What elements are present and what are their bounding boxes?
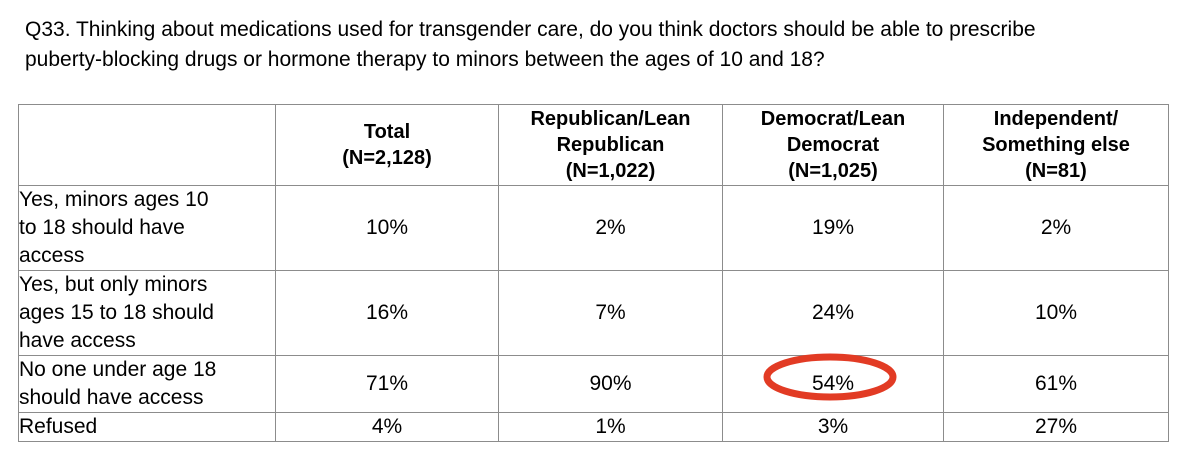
value-cell: 2% — [943, 185, 1169, 271]
header-cell-empty — [18, 104, 276, 186]
results-table: Total (N=2,128) Republican/Lean Republic… — [18, 104, 1169, 442]
row-label-line: Yes, but only minors — [19, 273, 208, 296]
value-cell: 2% — [498, 185, 723, 271]
value-cell: 7% — [498, 270, 723, 356]
header-line: Republican/Lean — [530, 108, 691, 130]
table-row: Refused 4% 1% 3% 27% — [18, 412, 1169, 442]
row-label-line: Refused — [19, 415, 98, 438]
row-label-line: to 18 should have — [19, 216, 185, 239]
table-row: Yes, minors ages 10 to 18 should have ac… — [18, 185, 1169, 271]
question-text: Q33. Thinking about medications used for… — [25, 18, 1036, 71]
row-label-line: ages 15 to 18 should — [19, 301, 214, 324]
value-cell-highlighted: 54% — [722, 355, 944, 413]
value-cell: 4% — [275, 412, 499, 442]
row-label-line: should have access — [19, 386, 204, 409]
header-line: (N=1,025) — [788, 160, 878, 182]
header-line: (N=81) — [1025, 160, 1087, 182]
value-cell: 10% — [275, 185, 499, 271]
value-cell: 24% — [722, 270, 944, 356]
header-line: (N=1,022) — [565, 160, 656, 182]
value-cell: 27% — [943, 412, 1169, 442]
header-line: Total — [363, 121, 411, 143]
header-line: Republican — [556, 134, 665, 156]
header-line: Democrat/Lean — [760, 108, 906, 130]
header-cell-democrat: Democrat/Lean Democrat (N=1,025) — [722, 104, 944, 186]
value-cell: 61% — [943, 355, 1169, 413]
header-line: (N=2,128) — [342, 147, 432, 169]
header-cell-republican: Republican/Lean Republican (N=1,022) — [498, 104, 723, 186]
table-row: Yes, but only minors ages 15 to 18 shoul… — [18, 270, 1169, 356]
header-row: Total (N=2,128) Republican/Lean Republic… — [18, 104, 1169, 186]
header-line: Independent/ — [993, 108, 1119, 130]
header-line: Democrat — [786, 134, 880, 156]
row-label: Yes, but only minors ages 15 to 18 shoul… — [18, 270, 276, 356]
header-line: Something else — [982, 134, 1130, 156]
row-label-line: No one under age 18 — [19, 358, 217, 381]
row-label: Refused — [18, 412, 276, 442]
row-label-line: have access — [19, 329, 136, 352]
value-cell: 1% — [498, 412, 723, 442]
header-cell-independent: Independent/ Something else (N=81) — [943, 104, 1169, 186]
row-label-line: access — [19, 244, 85, 267]
value-cell: 71% — [275, 355, 499, 413]
value-cell: 19% — [722, 185, 944, 271]
row-label: Yes, minors ages 10 to 18 should have ac… — [18, 185, 276, 271]
table-row: No one under age 18 should have access 7… — [18, 355, 1169, 413]
row-label-line: Yes, minors ages 10 — [19, 188, 209, 211]
value-cell: 90% — [498, 355, 723, 413]
value-cell: 16% — [275, 270, 499, 356]
value-cell: 3% — [722, 412, 944, 442]
header-cell-total: Total (N=2,128) — [275, 104, 499, 186]
row-label: No one under age 18 should have access — [18, 355, 276, 413]
value-cell: 10% — [943, 270, 1169, 356]
